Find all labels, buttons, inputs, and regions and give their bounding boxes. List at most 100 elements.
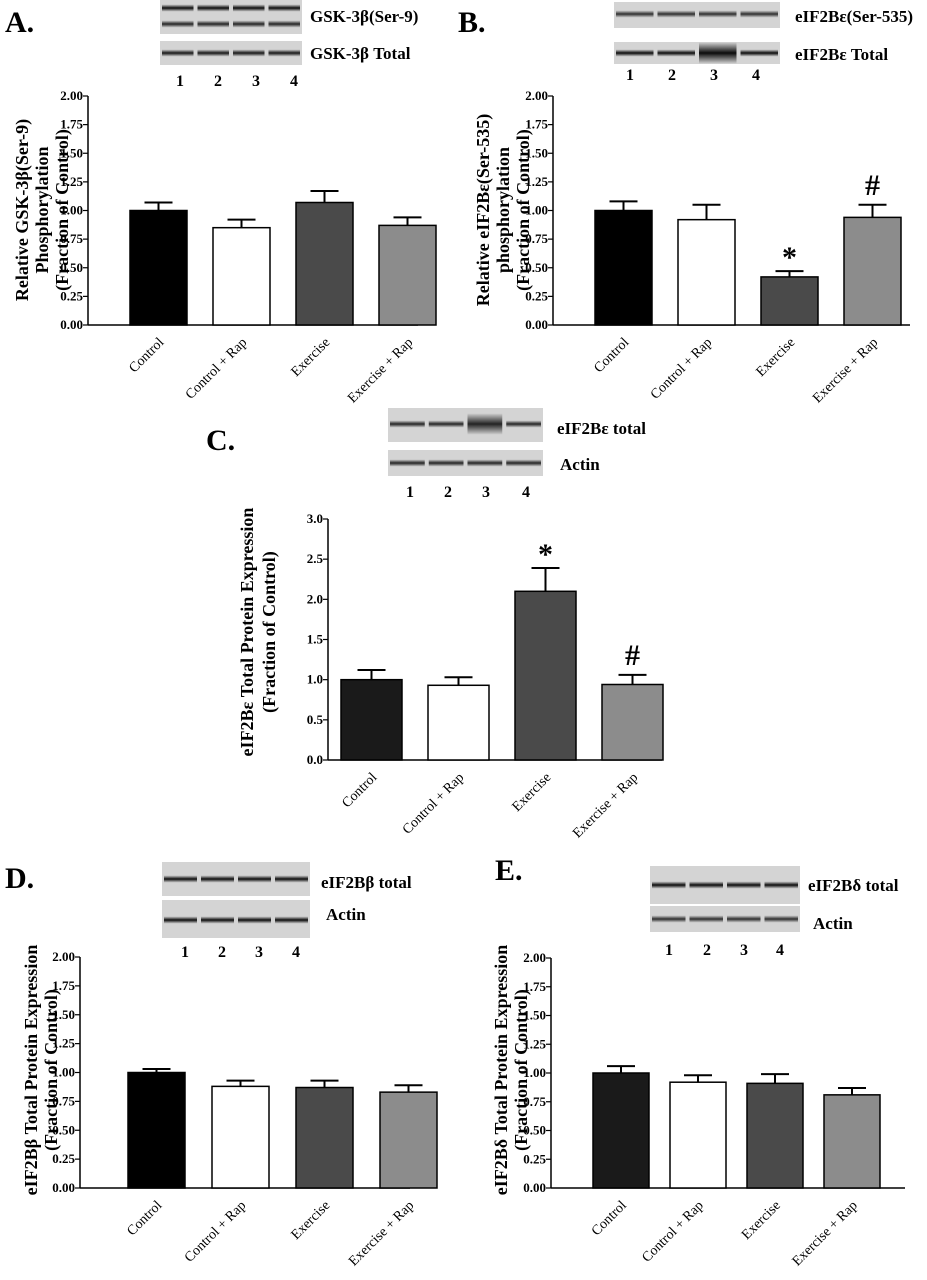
blot-band: [764, 881, 798, 889]
blot-label: GSK-3β(Ser-9): [310, 7, 418, 26]
blot-band: [699, 10, 737, 18]
blot-label: GSK-3β Total: [310, 44, 411, 63]
lane-label: 2: [444, 484, 452, 501]
lane-label: 3: [740, 942, 748, 959]
blot-band: [689, 915, 723, 923]
blot-label: eIF2Bβ total: [321, 873, 412, 892]
y-tick-label: 0.25: [523, 1151, 546, 1166]
lane-label: 2: [668, 67, 676, 84]
blot-band: [764, 915, 798, 923]
x-tick-label: Exercise + Rap: [345, 335, 416, 406]
blot-band: [616, 49, 654, 57]
bar: [427, 684, 490, 761]
blot-band: [275, 916, 308, 924]
blot-label: Actin: [326, 905, 366, 924]
y-tick-label: 1.25: [52, 1036, 75, 1051]
blot-band: [740, 10, 778, 18]
lane-label: 4: [290, 73, 298, 90]
significance-mark: *: [538, 538, 553, 571]
x-tick-label: Control: [339, 770, 380, 811]
blot-band: [197, 49, 229, 57]
bar: [677, 218, 736, 326]
blot-band: [699, 42, 737, 64]
bar: [514, 590, 577, 761]
blot-band: [428, 459, 464, 467]
x-tick-label: Exercise: [754, 335, 799, 380]
lane-label: 2: [218, 944, 226, 961]
y-tick-label: 1.75: [52, 978, 75, 993]
blot-band: [164, 916, 197, 924]
y-tick-label: 0.00: [523, 1180, 546, 1195]
y-tick-label: 0.00: [52, 1180, 75, 1195]
x-tick-label: Control + Rap: [400, 770, 467, 837]
panel-letter: A.: [5, 6, 34, 39]
panel-letter: D.: [5, 862, 34, 895]
y-tick-label: 1.50: [52, 1007, 75, 1022]
panel-b: B. eIF2Bε(Ser-535) eIF2Bε Total 1 2 3 4 0.00 0.2…: [458, 2, 913, 406]
lane-label: 3: [252, 73, 260, 90]
western-blot: eIF2Bε total Actin 1 2 3 4: [388, 408, 646, 501]
panel-e: E. eIF2Bδ total Actin 1 2 3 4 0.00 0.25 0.50 0.75 1…: [491, 854, 905, 1269]
y-tick-label: 2.00: [52, 949, 75, 964]
lane-label: 3: [482, 484, 490, 501]
x-tick-label: Exercise: [739, 1198, 784, 1243]
y-axis-title: eIF2Bδ Total Protein Expression: [491, 945, 511, 1196]
y-tick-label: 0.00: [60, 317, 83, 332]
blot-band: [467, 459, 503, 467]
western-blot: eIF2Bε(Ser-535) eIF2Bε Total 1 2 3 4: [614, 2, 913, 84]
blot-band: [657, 10, 695, 18]
y-tick-label: 2.0: [307, 591, 323, 606]
blot-band: [162, 4, 194, 12]
blot-band: [275, 875, 308, 883]
y-axis-title: Relative eIF2Bε(Ser-535): [473, 114, 494, 306]
panel-letter: C.: [206, 424, 235, 457]
x-tick-label: Control + Rap: [182, 1198, 249, 1265]
blot-band: [197, 20, 229, 28]
panel-letter: E.: [495, 854, 523, 887]
panel-letter: B.: [458, 6, 486, 39]
y-tick-label: 1.00: [525, 203, 548, 218]
lane-label: 4: [752, 67, 760, 84]
y-tick-label: 1.75: [60, 117, 83, 132]
y-tick-label: 1.25: [525, 174, 548, 189]
y-axis-title: (Fraction of Control): [513, 129, 534, 291]
y-tick-label: 0.0: [307, 752, 323, 767]
y-tick-label: 0.75: [60, 231, 83, 246]
y-tick-label: 1.25: [523, 1036, 546, 1051]
significance-mark: #: [865, 169, 880, 202]
bar: [594, 209, 653, 326]
y-tick-label: 1.50: [60, 145, 83, 160]
blot-band: [616, 10, 654, 18]
x-tick-label: Exercise: [289, 1198, 334, 1243]
lane-label: 2: [214, 73, 222, 90]
bar: [601, 683, 664, 761]
lane-label: 3: [710, 67, 718, 84]
y-tick-label: 2.00: [525, 88, 548, 103]
bar: [127, 1071, 186, 1189]
western-blot: GSK-3β(Ser-9) GSK-3β Total 1 2 3 4: [160, 0, 418, 90]
bar: [211, 1085, 270, 1189]
lane-label: 1: [181, 944, 189, 961]
blot-band: [238, 916, 271, 924]
blot-band: [197, 4, 229, 12]
y-tick-label: 1.50: [523, 1008, 546, 1023]
y-axis-title: eIF2Bβ Total Protein Expression: [21, 945, 41, 1196]
lane-label: 2: [703, 942, 711, 959]
western-blot: eIF2Bβ total Actin 1 2 3 4: [162, 862, 412, 961]
significance-mark: #: [625, 639, 640, 672]
blot-band: [390, 420, 425, 428]
y-tick-label: 1.0: [307, 672, 323, 687]
bar: [295, 1086, 354, 1189]
x-tick-label: Exercise + Rap: [570, 770, 641, 841]
blot-band: [233, 4, 265, 12]
blot-band: [268, 20, 300, 28]
lane-label: 1: [665, 942, 673, 959]
x-tick-label: Exercise: [289, 335, 334, 380]
bar: [823, 1094, 881, 1189]
blot-band: [268, 49, 300, 57]
x-tick-label: Control + Rap: [183, 335, 250, 402]
blot-band: [740, 49, 778, 57]
y-tick-label: 0.50: [52, 1122, 75, 1137]
blot-band: [652, 881, 686, 889]
blot-band: [201, 875, 234, 883]
